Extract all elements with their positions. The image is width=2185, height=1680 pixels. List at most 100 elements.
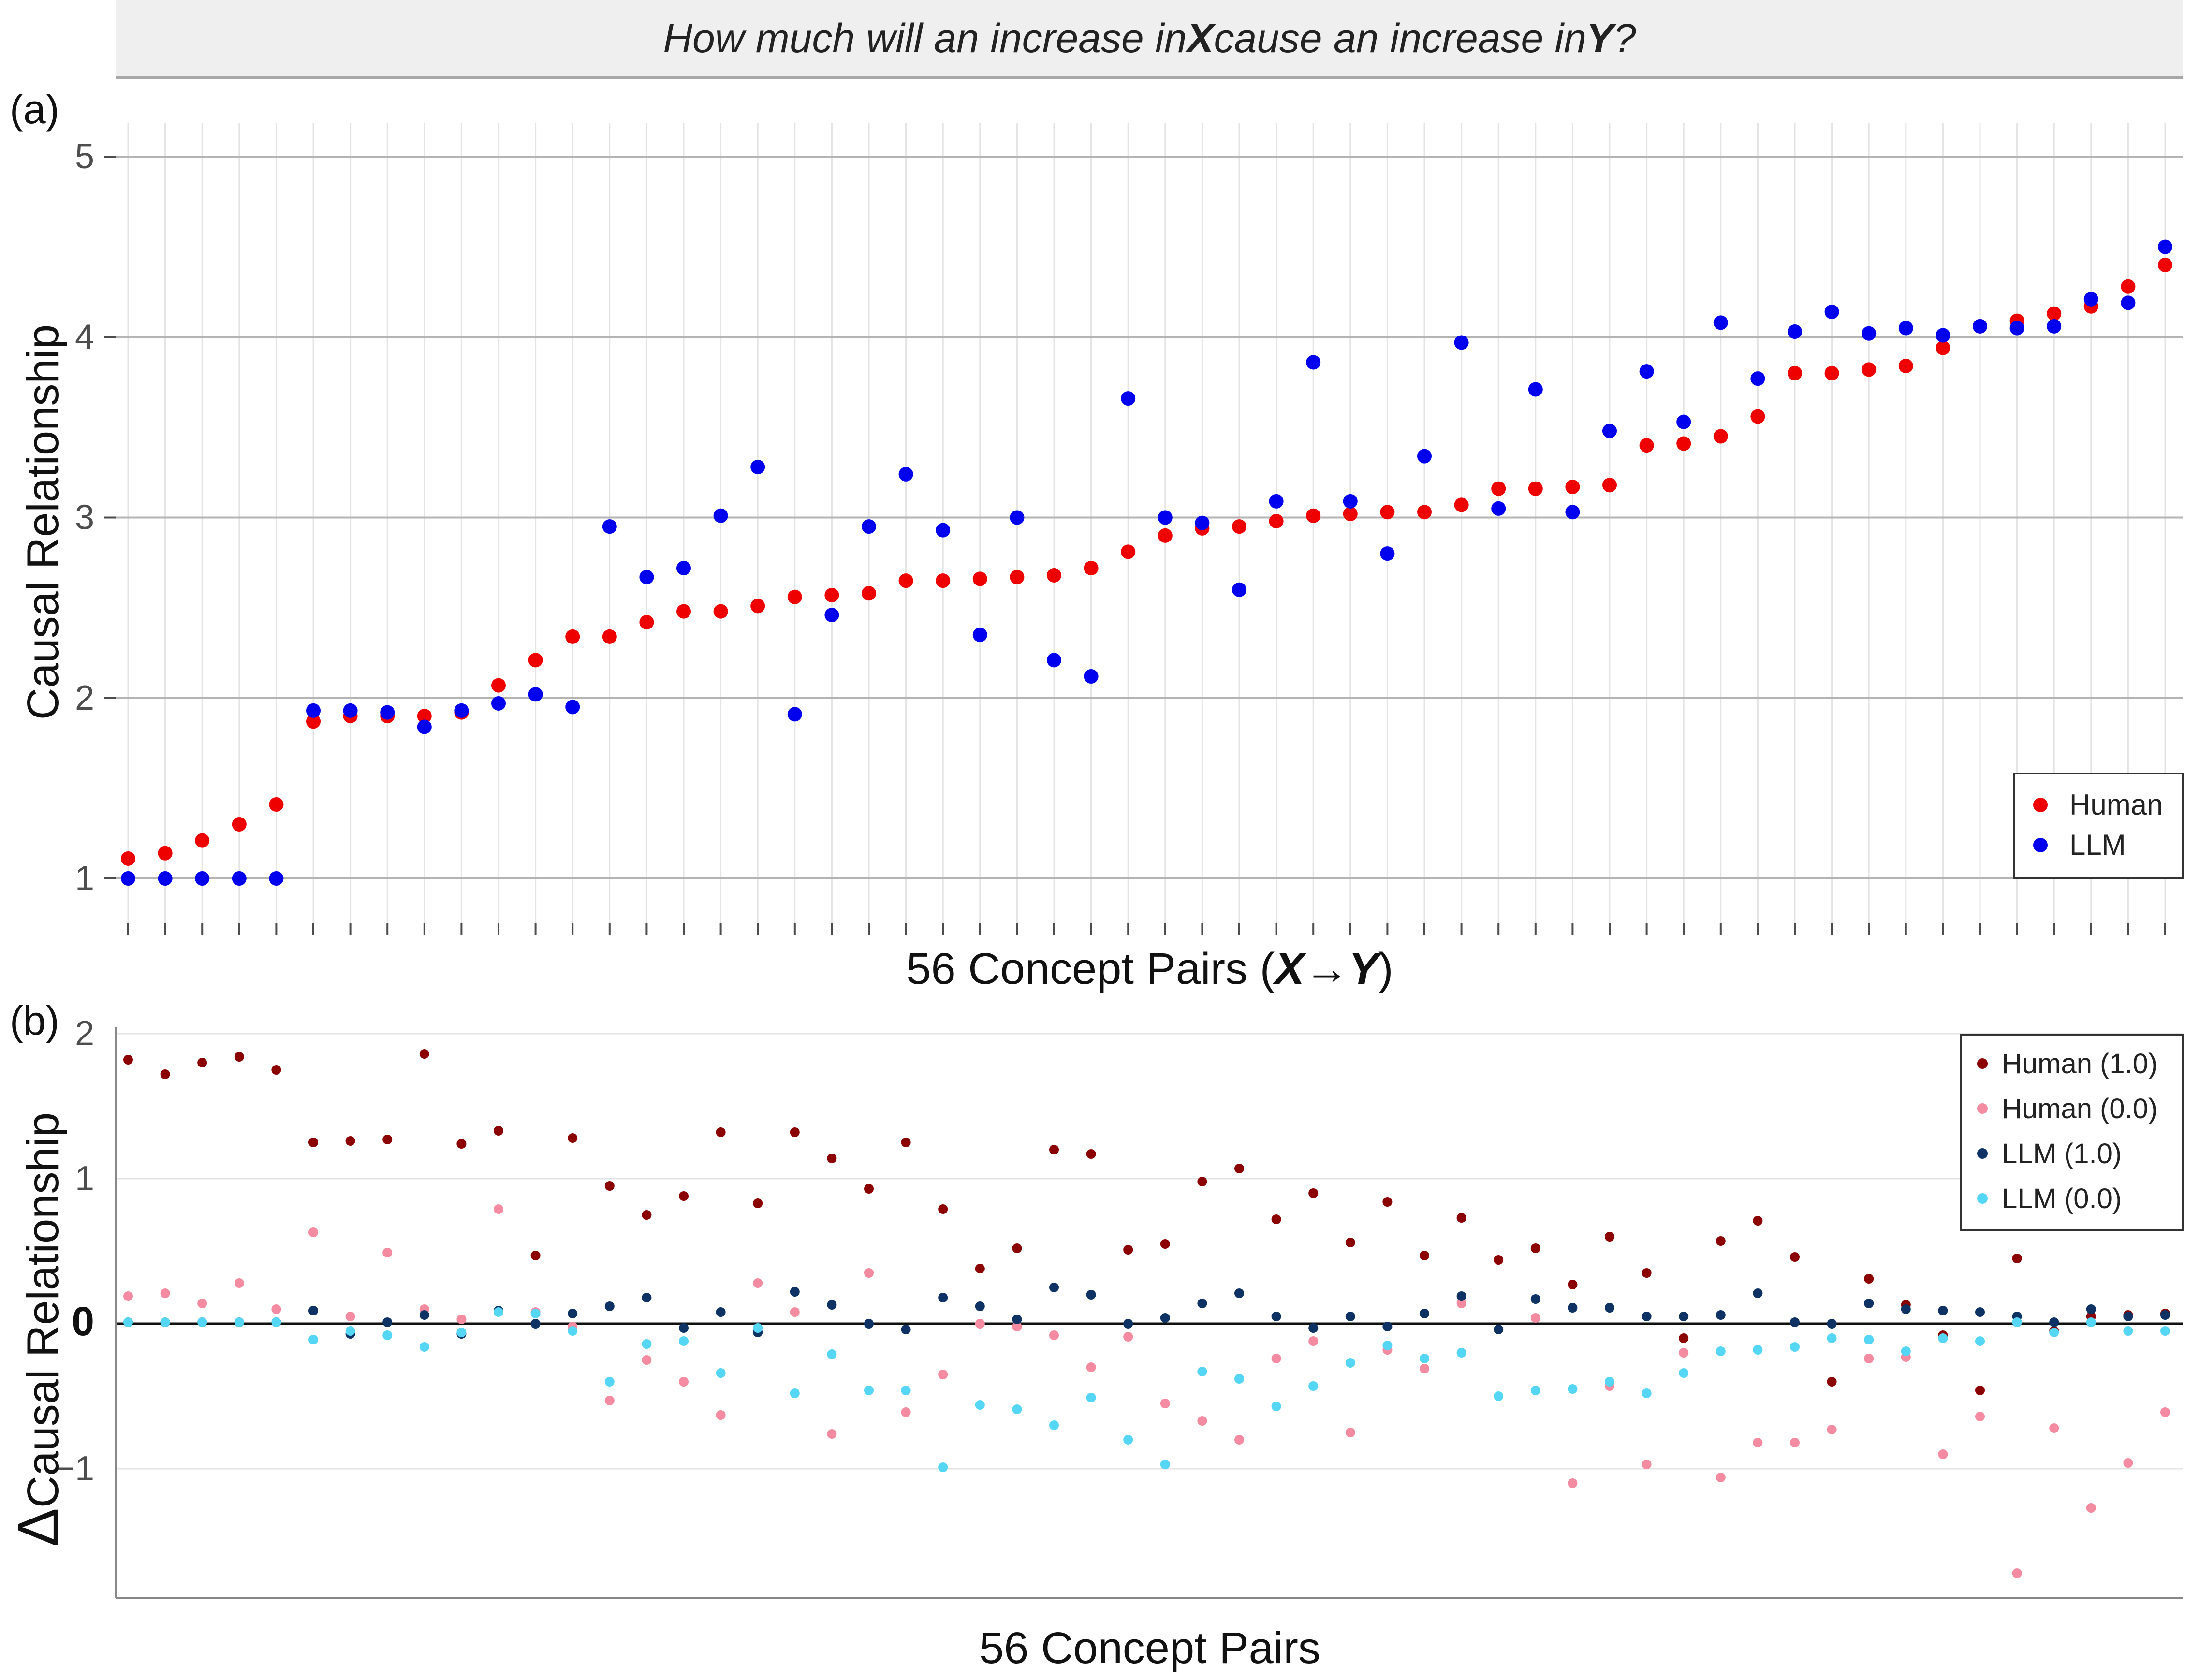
point-human — [1084, 561, 1099, 576]
point-human-0-0- — [1679, 1348, 1689, 1358]
x-axis-title-b: 56 Concept Pairs — [979, 1623, 1320, 1673]
point-llm-1-0- — [679, 1323, 689, 1333]
point-llm — [2083, 292, 2098, 307]
point-llm — [1158, 510, 1173, 525]
point-llm-0-0- — [234, 1317, 244, 1327]
point-human-1-0- — [1864, 1274, 1874, 1284]
point-human-1-0- — [1642, 1268, 1652, 1278]
point-human-1-0- — [901, 1138, 911, 1147]
point-llm-1-0- — [2086, 1304, 2096, 1314]
point-human — [1788, 365, 1802, 380]
point-llm-0-0- — [1753, 1345, 1763, 1355]
point-llm-1-0- — [1901, 1304, 1911, 1314]
point-human — [1898, 358, 1913, 373]
point-human-1-0- — [197, 1058, 207, 1067]
point-llm-0-0- — [975, 1400, 985, 1410]
point-human-0-0- — [234, 1278, 244, 1288]
point-human — [491, 678, 506, 693]
point-llm-1-0- — [1345, 1312, 1355, 1321]
point-human — [676, 604, 691, 619]
point-human-1-0- — [1086, 1149, 1096, 1159]
point-llm — [1750, 371, 1765, 386]
point-llm — [750, 459, 765, 474]
point-human-0-0- — [604, 1396, 615, 1405]
point-human-0-0- — [975, 1319, 985, 1329]
point-human-0-0- — [382, 1248, 393, 1257]
point-llm-1-0- — [1975, 1307, 1985, 1317]
point-human — [121, 851, 135, 866]
point-llm-0-0- — [1827, 1333, 1837, 1343]
point-human-0-0- — [864, 1268, 874, 1278]
question-suffix: ? — [1613, 15, 1636, 61]
point-llm — [454, 703, 469, 718]
point-llm — [1380, 546, 1395, 561]
point-llm-0-0- — [1197, 1367, 1207, 1376]
point-llm-0-0- — [1345, 1358, 1355, 1368]
point-llm-1-0- — [1456, 1291, 1466, 1301]
point-human-1-0- — [308, 1138, 318, 1147]
point-human — [1269, 513, 1284, 528]
y-tick-label-b: 1 — [75, 1159, 94, 1198]
point-llm-0-0- — [1123, 1435, 1133, 1445]
point-llm-0-0- — [679, 1336, 689, 1346]
point-human-1-0- — [345, 1136, 355, 1146]
point-human-0-0- — [456, 1315, 467, 1324]
point-llm-1-0- — [1530, 1294, 1540, 1304]
x-axis-title-suffix-a: ) — [1378, 944, 1393, 993]
point-human-1-0- — [271, 1065, 281, 1075]
point-llm — [2121, 295, 2136, 310]
point-llm-1-0- — [790, 1287, 800, 1297]
point-human-0-0- — [901, 1407, 911, 1417]
point-human-1-0- — [1420, 1251, 1429, 1260]
point-llm — [306, 703, 321, 718]
point-llm-0-0- — [1679, 1368, 1689, 1378]
point-human — [1121, 544, 1136, 559]
point-llm-0-0- — [1308, 1381, 1319, 1391]
point-human — [232, 817, 247, 832]
point-llm-0-0- — [2086, 1317, 2096, 1327]
point-human-1-0- — [1049, 1145, 1059, 1154]
point-llm-0-0- — [308, 1335, 318, 1344]
point-llm-1-0- — [1642, 1312, 1652, 1321]
point-human-0-0- — [2160, 1407, 2170, 1417]
point-llm-1-0- — [2049, 1317, 2059, 1327]
y-axis-title-b: ΔCausal Relationship — [6, 1112, 71, 1547]
y-axis-title-text-b: Causal Relationship — [18, 1112, 68, 1508]
point-human-0-0- — [1197, 1416, 1207, 1426]
legend-marker-b — [1977, 1148, 1988, 1159]
point-human-0-0- — [271, 1304, 281, 1314]
point-human-0-0- — [2049, 1423, 2059, 1433]
point-human — [1639, 438, 1654, 453]
point-llm-0-0- — [271, 1317, 281, 1327]
point-llm-1-0- — [1790, 1317, 1800, 1327]
point-llm — [1010, 510, 1025, 525]
point-llm — [713, 508, 728, 523]
point-human-1-0- — [1012, 1243, 1022, 1253]
x-axis-title-a: 56 Concept Pairs (X→Y) — [906, 944, 1393, 993]
legend-label-a: Human — [2069, 789, 2163, 821]
point-human-0-0- — [1864, 1354, 1874, 1363]
point-human-0-0- — [1642, 1460, 1652, 1469]
point-human-0-0- — [2012, 1568, 2022, 1578]
point-llm — [269, 871, 284, 886]
question-y: Y — [1586, 15, 1613, 61]
point-human — [158, 846, 173, 861]
panel-b: −1 0 1 2 (b) ΔCausal Relationship 56 Concept P… — [6, 998, 2184, 1673]
point-llm-0-0- — [345, 1326, 355, 1336]
point-human-0-0- — [679, 1377, 689, 1387]
point-human-1-0- — [1530, 1243, 1540, 1253]
point-human-0-0- — [197, 1299, 207, 1308]
point-human-0-0- — [642, 1355, 652, 1365]
point-llm-1-0- — [1753, 1288, 1763, 1298]
point-human — [1750, 409, 1765, 424]
point-llm-0-0- — [716, 1368, 726, 1378]
point-human — [565, 629, 580, 644]
point-human-1-0- — [1197, 1177, 1207, 1186]
point-human — [639, 614, 654, 629]
point-llm — [1047, 653, 1061, 668]
point-llm — [1862, 326, 1877, 341]
point-llm-0-0- — [1716, 1346, 1726, 1356]
point-human-1-0- — [827, 1154, 837, 1163]
point-llm-0-0- — [604, 1377, 615, 1387]
point-llm-1-0- — [1234, 1288, 1244, 1298]
